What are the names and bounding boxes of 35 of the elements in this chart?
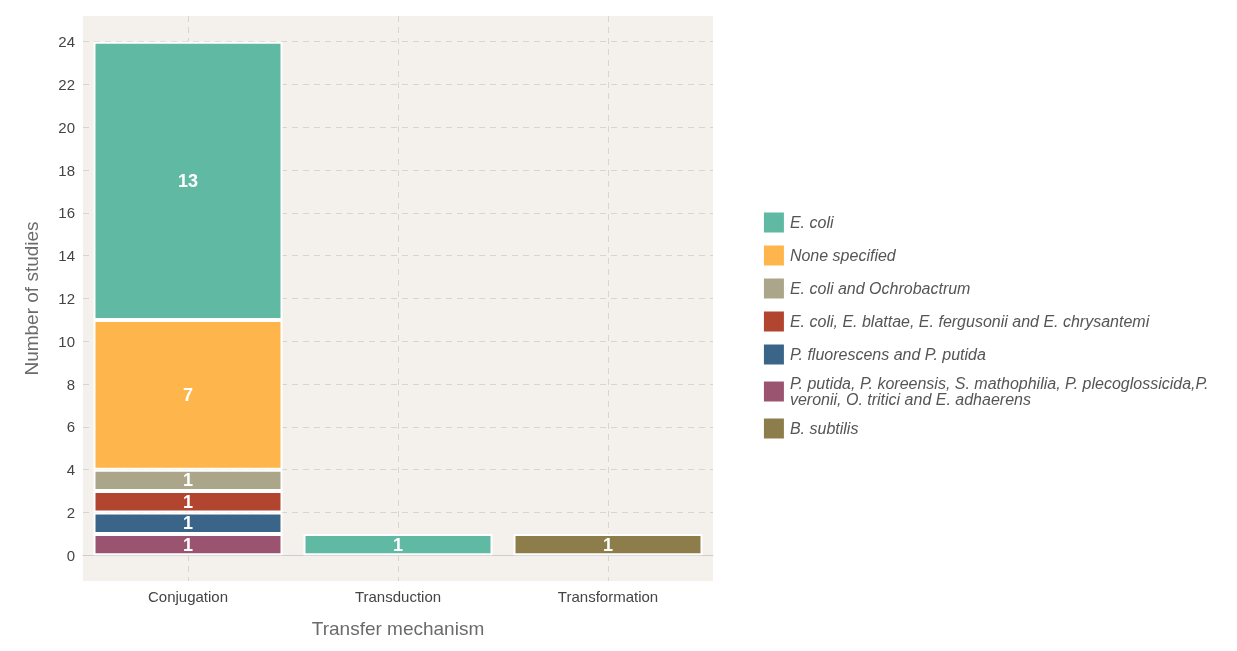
y-tick-label: 10 [58,332,75,350]
bar [303,533,493,556]
legend-label: E. coli, E. blattae, E. fergusonii and E. chrysantemi [789,313,1150,330]
data-label: 7 [182,384,194,405]
y-tick-label: 6 [66,418,75,436]
x-axis-title: Transfer mechanism [311,618,485,639]
data-label: 13 [177,170,199,191]
data-label: 1 [182,470,194,491]
x-tick-label: Transduction [354,588,442,605]
y-tick-label: 8 [66,375,75,393]
y-axis-title: Number of studies [21,221,42,376]
legend-label: E. coli and Ochrobactrum [789,280,971,297]
y-tick-label: 0 [66,546,75,564]
y-tick-label: 18 [58,161,75,179]
y-tick-label: 12 [58,290,75,307]
data-label: 1 [182,491,194,512]
y-tick-label: 2 [66,504,75,522]
data-label: 1 [182,513,194,534]
y-tick-label: 20 [58,118,75,136]
y-tick-label: 16 [58,204,75,222]
y-tick-label: 4 [66,461,75,479]
legend-label: E. coli [789,214,834,231]
data-label: 1 [392,534,404,555]
y-tick-label: 14 [58,247,75,265]
legend-label: B. subtilis [789,420,859,437]
y-tick-label: 24 [58,33,75,51]
bar [513,533,703,556]
x-tick-label: Conjugation [147,588,229,605]
legend-label: P. putida, P. koreensis, S. mathophilia, P. plecoglossicida,P. veronii, O. tritici and E. adhaerens [789,375,1214,408]
y-tick-label: 22 [58,75,75,93]
data-label: 1 [182,534,194,555]
legend-label: P. fluorescens and P. putida [789,346,987,363]
x-tick-label: Transformation [557,588,659,605]
legend-label: None specified [789,247,897,264]
data-label: 1 [602,534,614,555]
